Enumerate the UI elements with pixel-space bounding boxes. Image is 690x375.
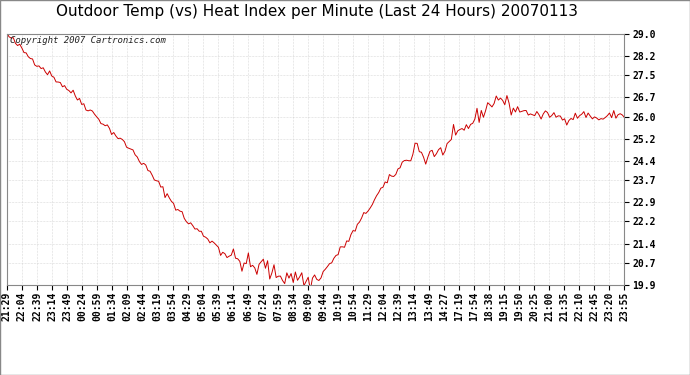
Text: Outdoor Temp (vs) Heat Index per Minute (Last 24 Hours) 20070113: Outdoor Temp (vs) Heat Index per Minute …: [57, 4, 578, 19]
Text: Copyright 2007 Cartronics.com: Copyright 2007 Cartronics.com: [10, 36, 166, 45]
